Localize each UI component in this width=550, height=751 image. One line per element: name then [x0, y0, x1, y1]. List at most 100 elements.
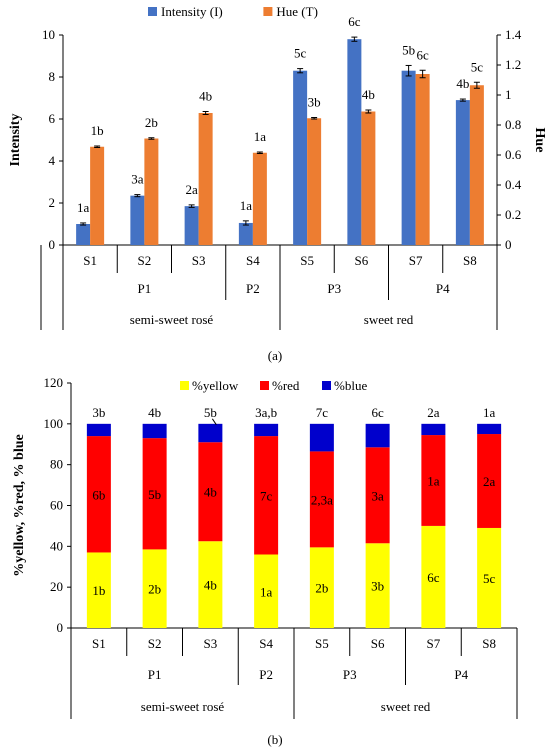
y-tick-label-left: 8: [49, 69, 56, 84]
segment-label: 6c: [427, 570, 440, 585]
top-label: 3b: [92, 405, 105, 420]
legend-swatch-yellow: [180, 381, 189, 390]
legend-label: %blue: [334, 378, 367, 393]
panel-label-a: (a): [268, 348, 282, 363]
bar-hue-s3: [198, 113, 213, 245]
segment-label: 1a: [427, 473, 440, 488]
data-label: 4b: [362, 87, 375, 102]
legend-label: %red: [272, 378, 300, 393]
y-tick-label: 80: [50, 457, 63, 472]
category-group-label: sweet red: [381, 699, 431, 714]
top-label: 3a,b: [255, 405, 277, 420]
bar-segment-red-s2: [142, 438, 167, 550]
category-label-s6: S6: [355, 253, 369, 268]
bar-segment-yellow-s2: [142, 549, 167, 628]
bar-hue-s2: [144, 138, 159, 245]
bar-segment-blue-s4: [254, 423, 279, 437]
y-tick-label-left: 4: [49, 153, 56, 168]
segment-label: 7c: [260, 488, 273, 503]
group-label-p3: P3: [343, 667, 357, 682]
bar-segment-blue-s2: [142, 423, 167, 439]
segment-label: 4b: [204, 578, 217, 593]
category-label-s1: S1: [92, 636, 106, 651]
top-label: 5b: [204, 405, 217, 420]
top-label: 2a: [427, 405, 440, 420]
y-tick-label: 60: [50, 498, 63, 513]
y-tick-label: 0: [57, 620, 64, 635]
bar-intensity-s5: [293, 70, 308, 245]
legend-swatch-hue: [263, 7, 273, 16]
segment-label: 4b: [204, 485, 217, 500]
y-axis-title-right: Hue: [532, 128, 547, 153]
bar-intensity-s1: [76, 224, 91, 245]
segment-label: 3b: [371, 579, 384, 594]
bar-hue-s6: [361, 111, 376, 245]
top-label: 7c: [316, 405, 329, 420]
data-label: 2a: [185, 182, 198, 197]
segment-label: 2b: [315, 581, 328, 596]
y-tick-label: 120: [44, 375, 64, 390]
category-label-s8: S8: [463, 253, 477, 268]
y-tick-label-left: 2: [49, 195, 56, 210]
bar-segment-blue-s6: [365, 423, 390, 448]
data-label: 2b: [145, 115, 158, 130]
y-tick-label: 40: [50, 538, 63, 553]
bar-segment-yellow-s8: [477, 527, 502, 628]
category-label-s4: S4: [246, 253, 260, 268]
bar-segment-red-s4: [254, 436, 279, 555]
bar-segment-red-s7: [421, 435, 446, 526]
y-tick-label-right: 0.4: [505, 177, 522, 192]
legend-label: %yellow: [192, 378, 239, 393]
segment-label: 2a: [483, 474, 496, 489]
bar-segment-blue-s5: [309, 423, 334, 452]
segment-label: 3a: [371, 488, 384, 503]
data-label: 5c: [294, 46, 307, 61]
bar-segment-red-s8: [477, 434, 502, 528]
category-label-s5: S5: [300, 253, 314, 268]
category-label-s6: S6: [371, 636, 385, 651]
group-label-p3: P3: [327, 281, 341, 296]
category-label-s8: S8: [482, 636, 496, 651]
data-label: 6c: [348, 14, 361, 29]
bar-segment-red-s3: [198, 442, 223, 542]
data-label: 3a: [131, 172, 144, 187]
segment-label: 2b: [148, 582, 161, 597]
segment-label: 1b: [92, 583, 105, 598]
y-tick-label-right: 0: [505, 237, 512, 252]
bar-intensity-s7: [401, 70, 416, 245]
category-label-s3: S3: [192, 253, 206, 268]
segment-label: 5b: [148, 487, 161, 502]
category-label-s7: S7: [409, 253, 423, 268]
bar-hue-s5: [307, 118, 322, 245]
category-label-s1: S1: [83, 253, 97, 268]
data-label: 3b: [308, 95, 321, 110]
category-group-label: sweet red: [364, 312, 414, 327]
bar-intensity-s6: [347, 39, 362, 246]
category-label-s2: S2: [138, 253, 152, 268]
group-label-p1: P1: [138, 281, 152, 296]
legend-swatch-intensity: [148, 7, 157, 16]
bar-segment-yellow-s7: [421, 525, 446, 628]
bar-hue-s4: [252, 152, 267, 245]
bar-segment-yellow-s1: [86, 552, 111, 628]
y-tick-label-right: 0.8: [505, 117, 521, 132]
bar-segment-yellow-s6: [365, 543, 390, 628]
legend-swatch-red: [260, 381, 269, 390]
data-label: 6c: [416, 47, 429, 62]
y-tick-label-right: 1: [505, 87, 512, 102]
group-label-p4: P4: [436, 281, 450, 296]
y-tick-label-left: 10: [42, 27, 55, 42]
bar-intensity-s8: [455, 100, 470, 245]
data-label: 5b: [402, 42, 415, 57]
y-tick-label-right: 1.4: [505, 27, 522, 42]
category-label-s4: S4: [259, 636, 273, 651]
bar-segment-red-s1: [86, 436, 111, 553]
top-label: 4b: [148, 405, 161, 420]
bar-segment-yellow-s4: [254, 554, 279, 628]
data-label: 1b: [91, 123, 104, 138]
y-tick-label-right: 1.2: [505, 57, 521, 72]
segment-label: 6b: [92, 487, 105, 502]
bar-segment-blue-s8: [477, 423, 502, 435]
y-tick-label: 20: [50, 579, 63, 594]
